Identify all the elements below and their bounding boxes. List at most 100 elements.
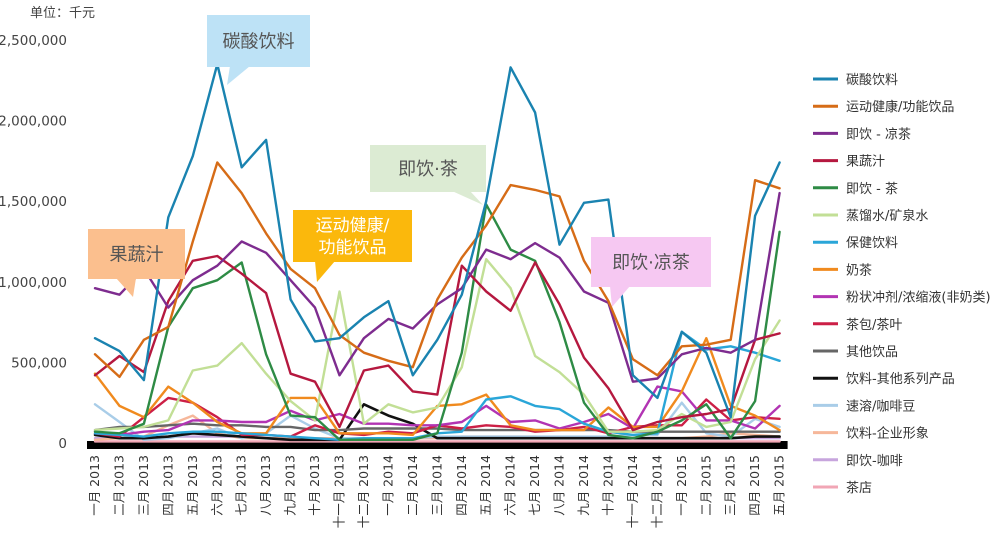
y-tick-label: 2,000,000 — [0, 114, 67, 130]
legend-label: 保健饮料 — [846, 236, 898, 251]
legend-item: 即饮-咖啡 — [813, 454, 903, 469]
legend-label: 即饮 - 茶 — [846, 181, 898, 197]
callout-pointer — [116, 278, 136, 297]
series-line — [93, 422, 781, 433]
legend-label: 果蔬汁 — [846, 155, 885, 170]
y-tick-label: 2,500,000 — [0, 33, 67, 49]
series-line — [93, 62, 781, 419]
x-tick-label: 五月 2013 — [185, 455, 200, 516]
legend-label: 运动健康/功能饮品 — [846, 99, 954, 115]
x-tick-label: 八月 2013 — [258, 455, 273, 516]
x-tick-label: 十一月 2013 — [332, 455, 347, 528]
y-tick-label: 1,500,000 — [0, 194, 67, 210]
callout: 果蔬汁 — [88, 229, 185, 297]
legend-label: 即饮 - 凉茶 — [846, 126, 911, 142]
series-line — [93, 254, 781, 432]
callout-pointer — [452, 191, 483, 205]
legend-item: 奶茶 — [813, 262, 872, 278]
legend-item: 茶店 — [813, 480, 872, 496]
legend-label: 即饮-咖啡 — [846, 454, 903, 469]
callout: 碳酸饮料 — [207, 15, 310, 85]
callout-text: 运动健康/功能饮品 — [316, 216, 390, 258]
unit-label: 单位：千元 — [30, 6, 95, 21]
x-tick-label: 一月 2015 — [674, 455, 689, 516]
callout-text: 即饮·凉茶 — [612, 252, 690, 273]
legend-label: 碳酸饮料 — [846, 73, 898, 88]
callout-pointer — [315, 261, 335, 282]
x-tick-label: 二月 2015 — [698, 455, 713, 516]
x-tick-label: 五月 2015 — [772, 455, 787, 516]
x-tick-label: 四月 2015 — [747, 455, 762, 516]
x-tick-label: 八月 2014 — [552, 455, 567, 516]
callout-text: 果蔬汁 — [110, 244, 164, 265]
x-tick-label: 二月 2014 — [405, 455, 420, 516]
y-axis: 0 500,000 1,000,000 1,500,000 2,000,000 2,500… — [0, 33, 67, 452]
x-tick-label: 四月 2014 — [454, 455, 469, 516]
legend-item: 饮料-企业形象 — [813, 426, 929, 442]
x-tick-label: 三月 2013 — [136, 455, 151, 516]
callout-box — [591, 237, 711, 287]
x-tick-label: 五月 2014 — [478, 455, 493, 516]
legend-label: 蒸馏水/矿泉水 — [846, 208, 928, 224]
legend-item: 其他饮品 — [813, 345, 898, 360]
legend-item: 粉状冲剂/浓缩液(非奶类) — [813, 290, 991, 306]
x-tick-label: 四月 2013 — [160, 455, 175, 516]
x-tick-label: 十二月 2013 — [356, 455, 371, 528]
y-tick-label: 1,000,000 — [0, 275, 67, 291]
callout: 运动健康/功能饮品 — [293, 210, 412, 282]
x-tick-label: 一月 2013 — [87, 455, 102, 516]
callout-pointer — [610, 286, 630, 307]
x-tick-label: 九月 2014 — [576, 455, 591, 516]
x-tick-label: 七月 2014 — [527, 455, 542, 516]
legend-label: 茶店 — [846, 480, 872, 496]
callout-pointer — [227, 66, 250, 85]
x-tick-label: 十月 2014 — [600, 455, 615, 516]
callout-text: 即饮·茶 — [398, 159, 458, 180]
legend-item: 速溶/咖啡豆 — [813, 399, 915, 414]
x-tick-label: 二月 2013 — [111, 455, 126, 516]
x-tick-label: 九月 2013 — [283, 455, 298, 516]
x-tick-label: 一月 2014 — [380, 455, 395, 516]
x-tick-label: 七月 2013 — [234, 455, 249, 516]
legend-item: 保健饮料 — [813, 236, 898, 251]
legend-item: 果蔬汁 — [813, 155, 885, 170]
y-tick-label: 500,000 — [11, 355, 67, 371]
legend-label: 速溶/咖啡豆 — [846, 399, 915, 414]
legend-label: 奶茶 — [846, 262, 872, 278]
series-line — [93, 203, 781, 441]
callout: 即饮·茶 — [370, 145, 486, 205]
callout-box — [88, 229, 185, 279]
legend-label: 粉状冲剂/浓缩液(非奶类) — [846, 290, 991, 306]
x-tick-label: 六月 2013 — [209, 455, 224, 516]
legend-item: 即饮 - 茶 — [813, 181, 898, 197]
legend-item: 饮料-其他系列产品 — [813, 372, 955, 387]
legend-label: 其他饮品 — [846, 345, 898, 360]
legend-item: 即饮 - 凉茶 — [813, 126, 911, 142]
x-axis-baseline — [87, 441, 788, 449]
series-line — [93, 385, 781, 437]
legend-label: 饮料-其他系列产品 — [846, 372, 955, 387]
legend-item: 运动健康/功能饮品 — [813, 99, 954, 115]
x-tick-label: 六月 2014 — [503, 455, 518, 516]
series-line — [93, 402, 781, 442]
y-tick-label: 0 — [58, 436, 67, 452]
callout-text: 碳酸饮料 — [223, 31, 295, 52]
series-line — [93, 191, 781, 383]
x-tick-label: 三月 2014 — [429, 455, 444, 516]
x-tick-label: 十一月 2014 — [625, 455, 640, 528]
legend-item: 碳酸饮料 — [813, 73, 898, 88]
callout: 即饮·凉茶 — [591, 237, 711, 307]
x-tick-label: 十二月 2014 — [649, 455, 664, 528]
legend-label: 饮料-企业形象 — [846, 426, 929, 442]
legend-item: 茶包/茶叶 — [813, 317, 902, 333]
x-axis: 一月 2013 二月 2013 三月 2013 四月 2013 五月 2013 六月 20… — [87, 441, 788, 528]
series-line — [93, 161, 781, 379]
x-tick-label: 十月 2013 — [307, 455, 322, 516]
series-lines — [93, 62, 781, 443]
series-line — [93, 258, 781, 433]
callout-box — [370, 145, 486, 192]
callout-box — [293, 210, 412, 262]
